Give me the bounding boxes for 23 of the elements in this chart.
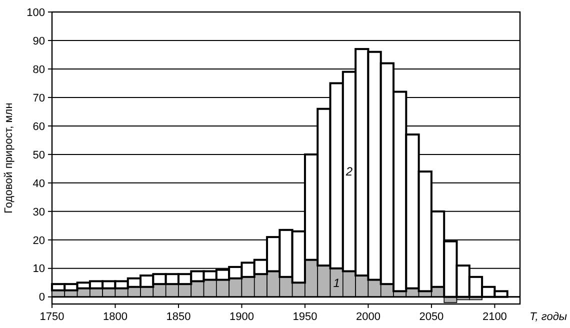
y-tick-label: 60 [32,120,45,133]
x-axis-title: T, годы [530,311,567,323]
y-tick-label: 40 [32,178,45,190]
x-tick-label: 1950 [292,311,318,323]
x-tick-label: 1750 [40,311,64,323]
x-tick-label: 1900 [229,311,254,323]
y-tick-label: 80 [32,64,45,76]
y-tick-label: 100 [26,6,45,19]
y-axis-title: Годовой прирост, млн [3,102,15,214]
y-tick-label: 0 [38,292,45,304]
x-tick-label: 2100 [482,311,507,323]
series-label: 2 [344,164,353,179]
x-tick-label: 1850 [166,311,191,323]
y-tick-label: 70 [32,92,45,104]
x-tick-label: 2000 [356,311,380,323]
y-tick-label: 90 [32,35,45,48]
y-tick-label: 10 [32,263,45,276]
x-tick-label: 1800 [103,311,128,323]
series-label: 1 [333,276,340,290]
y-tick-label: 30 [32,206,45,218]
y-tick-label: 50 [32,149,45,162]
x-tick-label: 2050 [419,311,444,323]
y-tick-label: 20 [32,234,45,247]
